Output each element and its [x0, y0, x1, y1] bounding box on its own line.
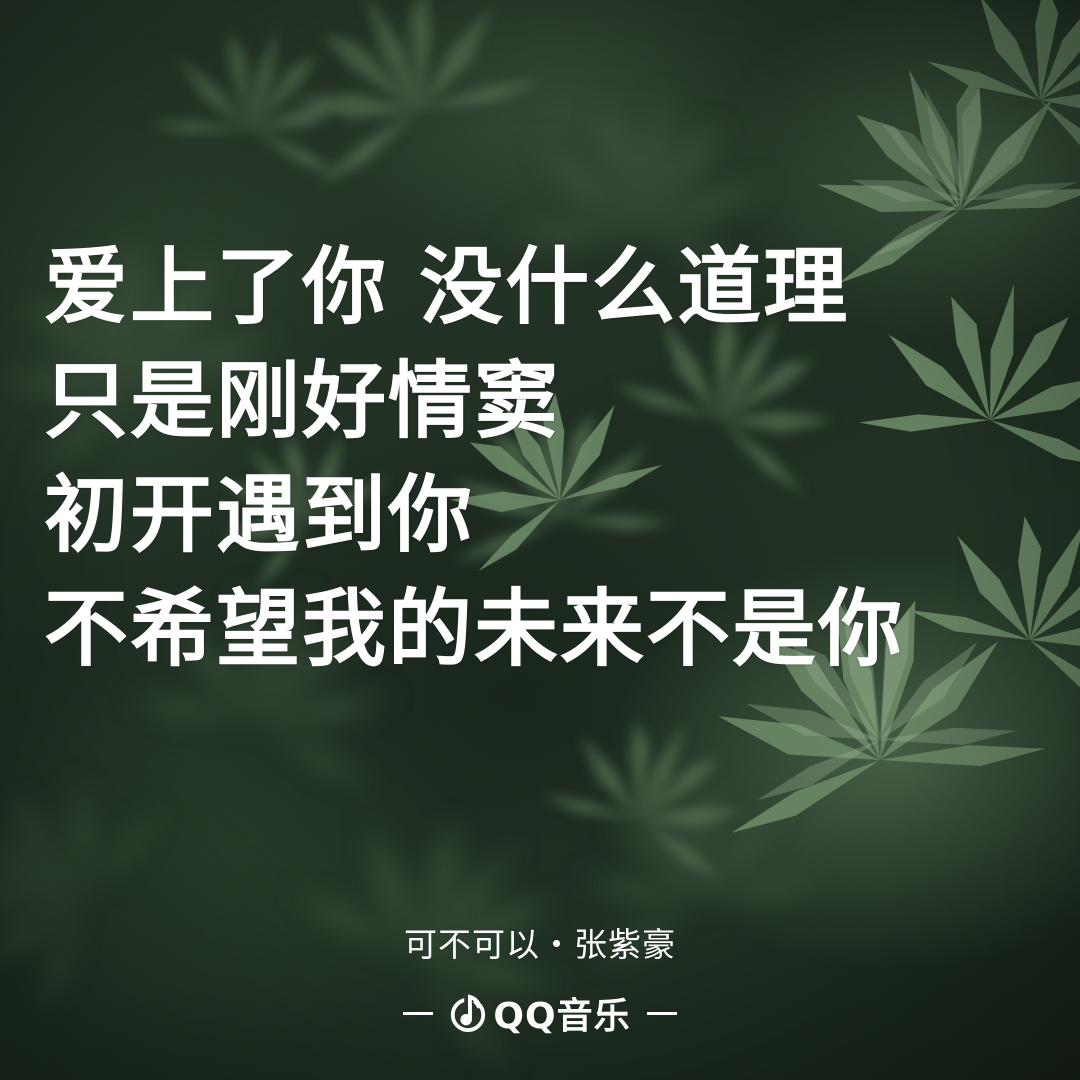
brand-footer: QQ音乐 [0, 990, 1080, 1037]
right-dash-divider [646, 1011, 677, 1015]
song-title-artist: 可不可以・张紫豪 [404, 925, 676, 964]
lyric-line-2: 只是刚好情窦 [44, 352, 561, 450]
lyric-line-3: 初开遇到你 [44, 466, 475, 564]
brand-name: QQ音乐 [493, 996, 631, 1037]
left-dash-divider [403, 1011, 434, 1015]
lyric-line-1: 爱上了你 没什么道理 [44, 238, 850, 336]
lyrics-block: 爱上了你 没什么道理 只是刚好情窦 初开遇到你 不希望我的未来不是你 [44, 230, 904, 686]
lyric-line-4: 不希望我的未来不是你 [44, 580, 905, 678]
qq-music-note-icon [451, 994, 486, 1032]
